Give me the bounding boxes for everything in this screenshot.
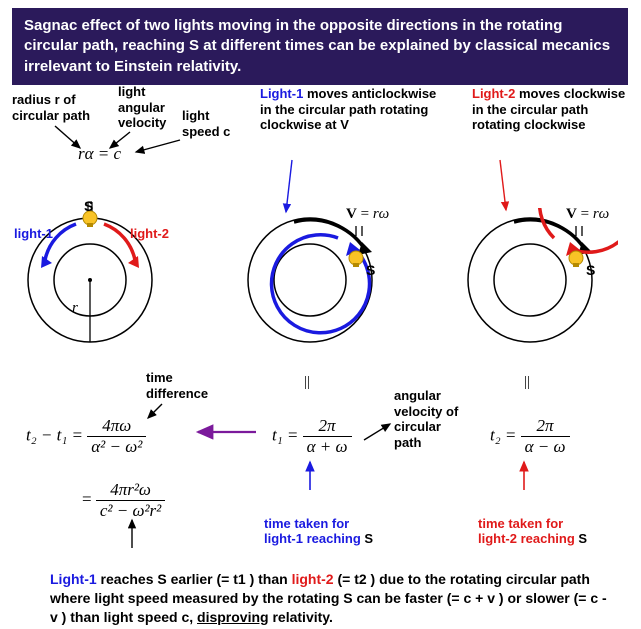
- t1-den: α + ω: [303, 437, 352, 457]
- footer-p1: Light-1: [50, 571, 97, 587]
- caption-t2-S: S: [578, 531, 587, 546]
- t1-lhs: t₁ =: [272, 425, 298, 444]
- caption-t1-S: S: [364, 531, 373, 546]
- label-angvel-circ: angular velocity of circular path: [394, 388, 458, 450]
- eqbar-right: ||: [524, 374, 530, 391]
- tdiff-eq2: =: [82, 489, 92, 508]
- t2-den: α − ω: [521, 437, 570, 457]
- caption-t2-text: time taken for light-2 reaching: [478, 516, 578, 547]
- t1-num: 2π: [303, 416, 352, 437]
- eqbar-mid: ||: [304, 374, 310, 391]
- tdiff-den2: c² − ω²r²: [96, 501, 165, 521]
- formula-tdiff: t₂ − t₁ = 4πω α² − ω²: [26, 416, 146, 457]
- footer-p6: relativity.: [269, 609, 333, 625]
- footer-p5: disproving: [197, 609, 269, 625]
- caption-t1-text: time taken for light-1 reaching: [264, 516, 364, 547]
- caption-t2: time taken for light-2 reaching S: [478, 500, 587, 547]
- tdiff-den1: α² − ω²: [87, 437, 146, 457]
- footer-p3: light-2: [292, 571, 334, 587]
- formula-tdiff2: = 4πr²ω c² − ω²r²: [82, 480, 165, 521]
- footer-text: Light-1 reaches S earlier (= t1 ) than l…: [50, 570, 610, 627]
- formula-t1: t₁ = 2π α + ω: [272, 416, 352, 457]
- tdiff-num2: 4πr²ω: [96, 480, 165, 501]
- formula-t2: t₂ = 2π α − ω: [490, 416, 570, 457]
- tdiff-num1: 4πω: [87, 416, 146, 437]
- t2-lhs: t₂ =: [490, 425, 516, 444]
- t2-num: 2π: [521, 416, 570, 437]
- footer-p2: reaches S earlier (= t1 ) than: [97, 571, 292, 587]
- tdiff-lhs: t₂ − t₁ =: [26, 425, 83, 444]
- caption-t1: time taken for light-1 reaching S: [264, 500, 373, 547]
